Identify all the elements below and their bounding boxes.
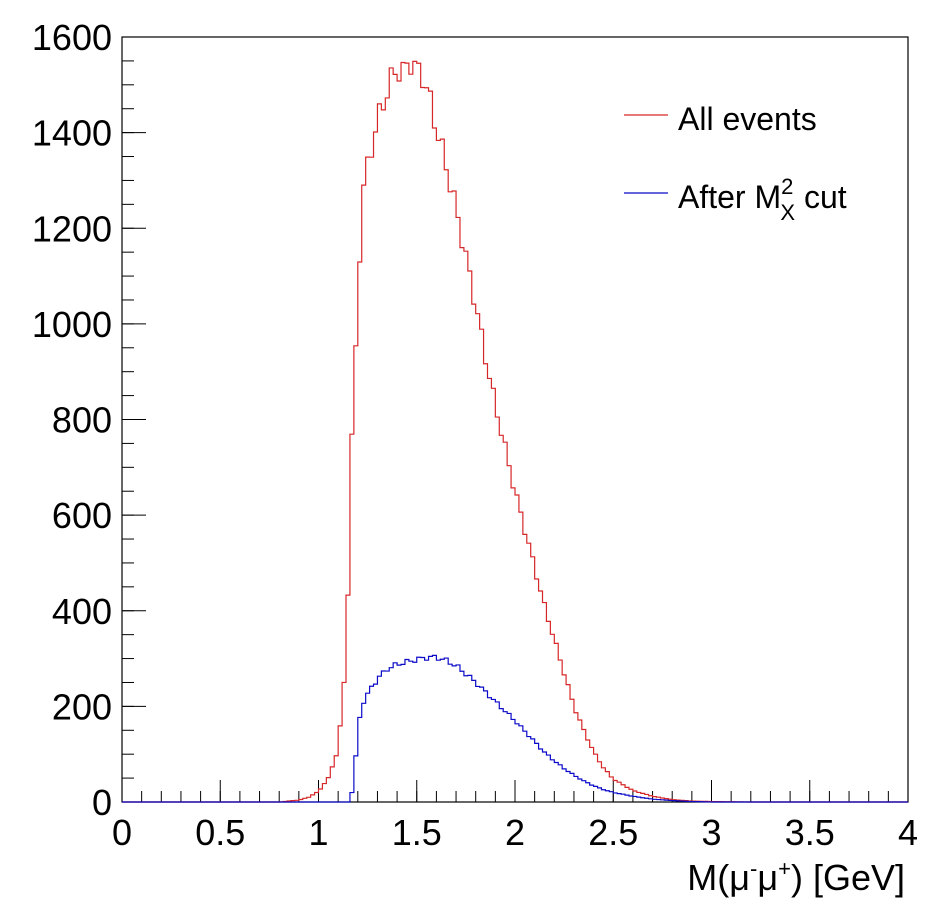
x-tick-label: 0.5 — [195, 812, 245, 853]
axis-ticks: 0 0.5 1 1.5 2 2.5 3 3.5 4 0 200 400 600 800 1000 1200 14… — [32, 17, 918, 853]
y-tick-label: 200 — [52, 686, 112, 727]
x-tick-label: 3.5 — [785, 812, 835, 853]
y-tick-label: 1200 — [32, 208, 112, 249]
y-tick-label: 1600 — [32, 17, 112, 58]
x-tick-label: 1 — [308, 812, 328, 853]
x-tick-label: 0 — [112, 812, 132, 853]
y-tick-label: 0 — [92, 782, 112, 823]
plot-frame — [121, 36, 909, 803]
y-tick-label: 800 — [52, 400, 112, 441]
y-tick-label: 1000 — [32, 304, 112, 345]
legend-label-1: All events — [678, 101, 817, 137]
series-layer — [122, 60, 908, 803]
series-line-2 — [122, 654, 908, 803]
series-line-1 — [122, 60, 908, 803]
x-tick-label: 1.5 — [392, 812, 442, 853]
legend-label-2: After M2 X cut — [678, 174, 847, 225]
x-tick-label: 3 — [701, 812, 721, 853]
y-tick-label: 400 — [52, 591, 112, 632]
x-axis-title: M(μ-μ+) [GeV] — [687, 856, 905, 898]
y-tick-label: 600 — [52, 495, 112, 536]
x-tick-label: 2.5 — [588, 812, 638, 853]
x-tick-label: 2 — [505, 812, 525, 853]
legend: All events After M2 X cut — [624, 101, 847, 225]
y-tick-label: 1400 — [32, 113, 112, 154]
x-tick-label: 4 — [898, 812, 918, 853]
